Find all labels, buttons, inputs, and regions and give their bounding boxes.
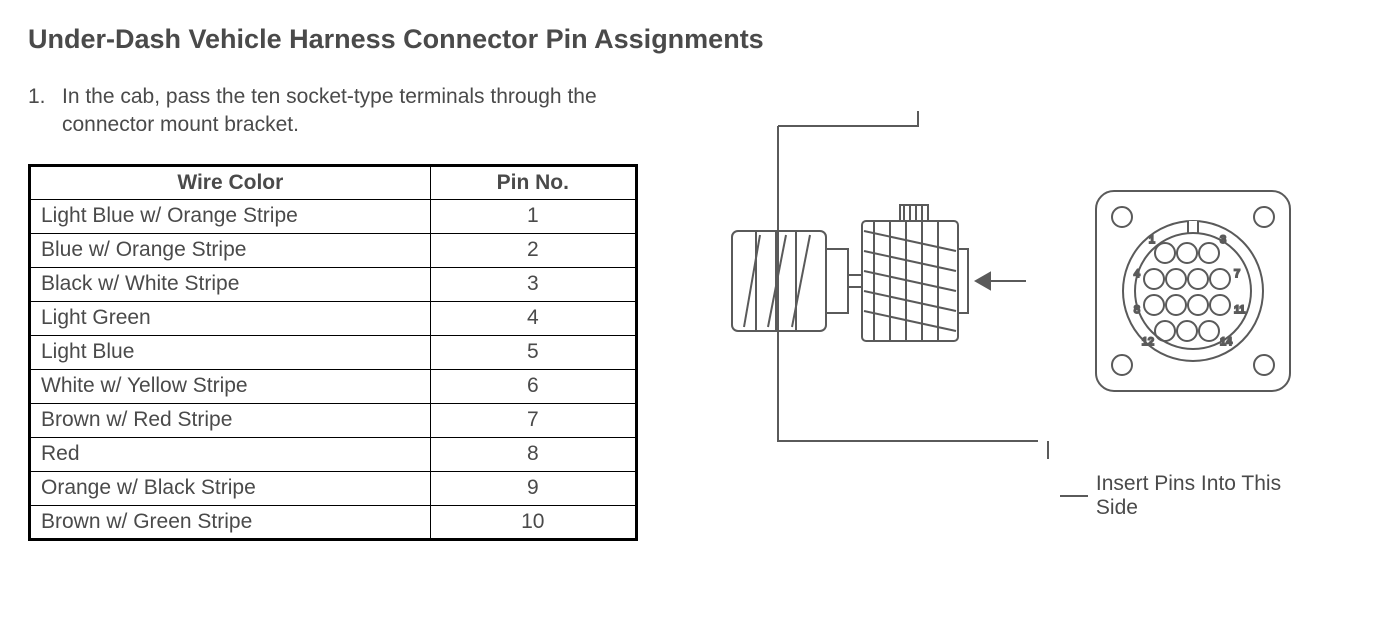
pin-number-label: 7 xyxy=(1234,268,1240,280)
mount-bracket-icon xyxy=(778,111,1038,441)
pin-hole-icon xyxy=(1177,243,1197,263)
pin-hole-icon xyxy=(1166,269,1186,289)
cell-wire-color: Black w/ White Stripe xyxy=(30,267,431,301)
pin-assignment-table: Wire Color Pin No. Light Blue w/ Orange … xyxy=(28,164,638,541)
pin-hole-icon xyxy=(1188,269,1208,289)
table-row: Light Green4 xyxy=(30,301,637,335)
cell-pin-no: 8 xyxy=(430,437,636,471)
cell-wire-color: Brown w/ Red Stripe xyxy=(30,403,431,437)
table-row: Red8 xyxy=(30,437,637,471)
diagram-caption: Insert Pins Into This Side xyxy=(1060,472,1328,520)
pin-hole-icon xyxy=(1210,295,1230,315)
header-wire-color: Wire Color xyxy=(30,165,431,199)
table-row: White w/ Yellow Stripe6 xyxy=(30,369,637,403)
table-row: Black w/ White Stripe3 xyxy=(30,267,637,301)
pin-hole-icon xyxy=(1199,243,1219,263)
instruction-number: 1. xyxy=(28,83,62,111)
cell-wire-color: Light Green xyxy=(30,301,431,335)
receptacle-face-icon: 1 3 4 7 8 11 12 14 xyxy=(1096,191,1290,391)
cell-wire-color: Brown w/ Green Stripe xyxy=(30,505,431,539)
instruction-text: In the cab, pass the ten socket-type ter… xyxy=(62,83,638,140)
caption-leader-line-icon xyxy=(1060,495,1088,497)
cell-pin-no: 3 xyxy=(430,267,636,301)
cell-wire-color: Blue w/ Orange Stripe xyxy=(30,233,431,267)
cell-pin-no: 9 xyxy=(430,471,636,505)
table-row: Brown w/ Red Stripe7 xyxy=(30,403,637,437)
pin-hole-icon xyxy=(1199,321,1219,341)
pin-number-label: 3 xyxy=(1220,234,1226,246)
cell-pin-no: 6 xyxy=(430,369,636,403)
pin-hole-icon xyxy=(1210,269,1230,289)
cell-pin-no: 10 xyxy=(430,505,636,539)
pin-hole-icon xyxy=(1155,243,1175,263)
cell-pin-no: 5 xyxy=(430,335,636,369)
right-column: 1 3 4 7 8 11 12 14 Insert Pins Into This Side xyxy=(708,83,1328,520)
cell-wire-color: Red xyxy=(30,437,431,471)
cell-wire-color: Orange w/ Black Stripe xyxy=(30,471,431,505)
pin-hole-icon xyxy=(1155,321,1175,341)
content-row: 1. In the cab, pass the ten socket-type … xyxy=(28,83,1348,541)
cell-pin-no: 1 xyxy=(430,199,636,233)
table-header-row: Wire Color Pin No. xyxy=(30,165,637,199)
cell-pin-no: 7 xyxy=(430,403,636,437)
left-column: 1. In the cab, pass the ten socket-type … xyxy=(28,83,638,541)
pin-number-label: 8 xyxy=(1134,304,1140,316)
cell-wire-color: Light Blue xyxy=(30,335,431,369)
pin-number-label: 11 xyxy=(1234,304,1245,316)
instruction-item: 1. In the cab, pass the ten socket-type … xyxy=(28,83,638,140)
page-title: Under-Dash Vehicle Harness Connector Pin… xyxy=(28,24,1348,55)
pin-number-label: 12 xyxy=(1142,336,1154,348)
table-row: Orange w/ Black Stripe9 xyxy=(30,471,637,505)
cell-pin-no: 4 xyxy=(430,301,636,335)
header-pin-no: Pin No. xyxy=(430,165,636,199)
pin-number-label: 1 xyxy=(1149,234,1155,246)
table-row: Brown w/ Green Stripe10 xyxy=(30,505,637,539)
diagram-caption-text: Insert Pins Into This Side xyxy=(1096,472,1328,520)
table-row: Blue w/ Orange Stripe2 xyxy=(30,233,637,267)
pin-hole-icon xyxy=(1188,295,1208,315)
pin-number-label: 14 xyxy=(1220,336,1232,348)
pin-number-label: 4 xyxy=(1134,268,1140,280)
table-row: Light Blue w/ Orange Stripe1 xyxy=(30,199,637,233)
arrow-icon xyxy=(976,273,1026,289)
cell-pin-no: 2 xyxy=(430,233,636,267)
connector-diagram: 1 3 4 7 8 11 12 14 xyxy=(708,101,1328,461)
pin-hole-icon xyxy=(1166,295,1186,315)
cable-plug-icon xyxy=(732,205,968,341)
table-row: Light Blue5 xyxy=(30,335,637,369)
pin-hole-icon xyxy=(1144,269,1164,289)
cell-wire-color: White w/ Yellow Stripe xyxy=(30,369,431,403)
cell-wire-color: Light Blue w/ Orange Stripe xyxy=(30,199,431,233)
pin-hole-icon xyxy=(1177,321,1197,341)
pin-hole-icon xyxy=(1144,295,1164,315)
